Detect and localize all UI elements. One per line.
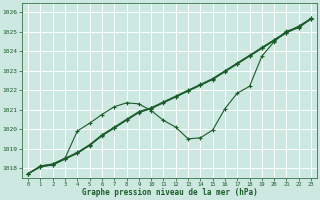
X-axis label: Graphe pression niveau de la mer (hPa): Graphe pression niveau de la mer (hPa) bbox=[82, 188, 258, 197]
